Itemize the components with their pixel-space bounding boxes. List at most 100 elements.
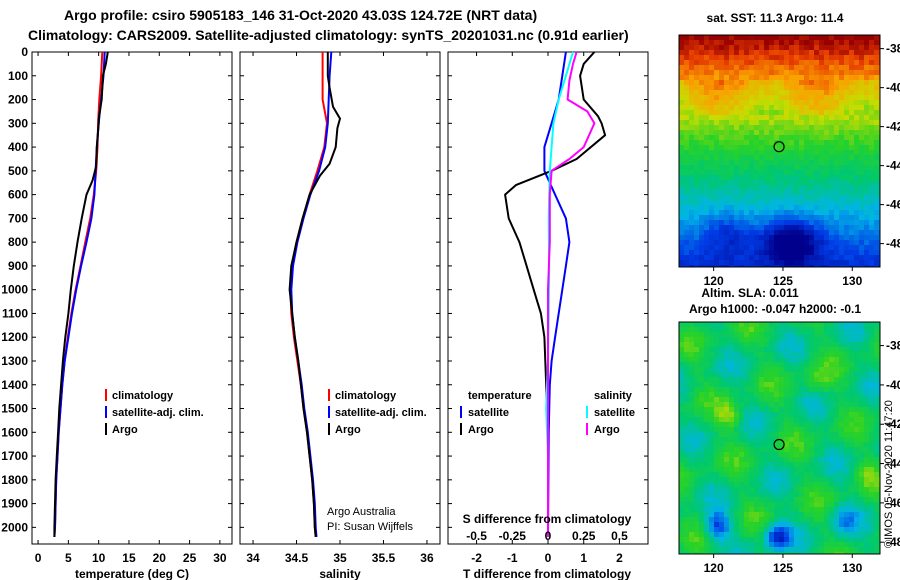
series-line-argo — [53, 51, 109, 537]
map-cell — [764, 357, 769, 362]
map-cell — [829, 497, 834, 502]
map-cell — [869, 205, 874, 210]
map-cell — [754, 145, 759, 150]
map-cell — [839, 337, 844, 342]
map-cell — [814, 130, 819, 135]
map-cell — [854, 85, 859, 90]
map-cell — [854, 527, 859, 532]
map-cell — [729, 407, 734, 412]
map-cell — [704, 135, 709, 140]
map-cell — [864, 105, 869, 110]
map-cell — [709, 402, 714, 407]
map-cell — [799, 260, 804, 265]
map-cell — [754, 492, 759, 497]
map-cell — [754, 235, 759, 240]
map-cell — [704, 60, 709, 65]
map-cell — [819, 45, 824, 50]
map-cell — [754, 452, 759, 457]
map-cell — [824, 80, 829, 85]
map-cell — [774, 367, 779, 372]
map-cell — [739, 135, 744, 140]
map-cell — [809, 190, 814, 195]
map-cell — [844, 342, 849, 347]
map-cell — [779, 40, 784, 45]
legend-label-t-argo: Argo — [468, 424, 494, 436]
map-cell — [734, 352, 739, 357]
map-cell — [804, 165, 809, 170]
map-cell — [859, 342, 864, 347]
map-cell — [839, 35, 844, 40]
map-cell — [754, 35, 759, 40]
map-cell — [694, 507, 699, 512]
map-cell — [734, 457, 739, 462]
map-cell — [799, 372, 804, 377]
map-cell — [754, 90, 759, 95]
map-cell — [839, 120, 844, 125]
map-cell — [764, 75, 769, 80]
map-cell — [869, 397, 874, 402]
map-cell — [814, 372, 819, 377]
map-cell — [814, 437, 819, 442]
map-cell — [734, 342, 739, 347]
map-cell — [794, 537, 799, 542]
map-cell — [684, 115, 689, 120]
map-cell — [684, 547, 689, 552]
map-cell — [859, 397, 864, 402]
map-cell — [829, 377, 834, 382]
map-cell — [859, 437, 864, 442]
map-cell — [789, 185, 794, 190]
map-cell — [694, 522, 699, 527]
map-cell — [799, 115, 804, 120]
map-cell — [719, 327, 724, 332]
map-cell — [834, 422, 839, 427]
map-cell — [759, 80, 764, 85]
map-cell — [839, 55, 844, 60]
map-cell — [869, 175, 874, 180]
map-cell — [834, 522, 839, 527]
map-cell — [814, 70, 819, 75]
map-cell — [764, 50, 769, 55]
map-cell — [864, 140, 869, 145]
map-cell — [764, 527, 769, 532]
map-cell — [774, 422, 779, 427]
map-cell — [679, 35, 684, 40]
map-cell — [699, 265, 704, 267]
map-cell — [749, 155, 754, 160]
map-cell — [834, 457, 839, 462]
map-cell — [834, 45, 839, 50]
map-cell — [744, 145, 749, 150]
map-cell — [754, 392, 759, 397]
map-cell — [864, 342, 869, 347]
map-cell — [759, 522, 764, 527]
map-cell — [794, 422, 799, 427]
map-cell — [704, 412, 709, 417]
map-cell — [849, 245, 854, 250]
map-cell — [724, 205, 729, 210]
map-cell — [694, 382, 699, 387]
map-cell — [769, 130, 774, 135]
map-cell — [799, 392, 804, 397]
map-cell — [789, 552, 794, 554]
map-cell — [819, 100, 824, 105]
map-cell — [864, 522, 869, 527]
map-cell — [699, 372, 704, 377]
map-cell — [839, 532, 844, 537]
map-cell — [689, 225, 694, 230]
map-cell — [844, 337, 849, 342]
map-cell — [709, 442, 714, 447]
map-cell — [694, 205, 699, 210]
map-cell — [824, 472, 829, 477]
map-cell — [744, 527, 749, 532]
map-cell — [819, 372, 824, 377]
map-cell — [719, 412, 724, 417]
map-cell — [769, 115, 774, 120]
map-cell — [834, 175, 839, 180]
map-cell — [714, 35, 719, 40]
map-cell — [764, 442, 769, 447]
map-cell — [839, 522, 844, 527]
map-cell — [749, 90, 754, 95]
x2-tick-label: -0.25 — [499, 529, 527, 543]
map-cell — [779, 412, 784, 417]
map-cell — [809, 40, 814, 45]
map-cell — [809, 180, 814, 185]
